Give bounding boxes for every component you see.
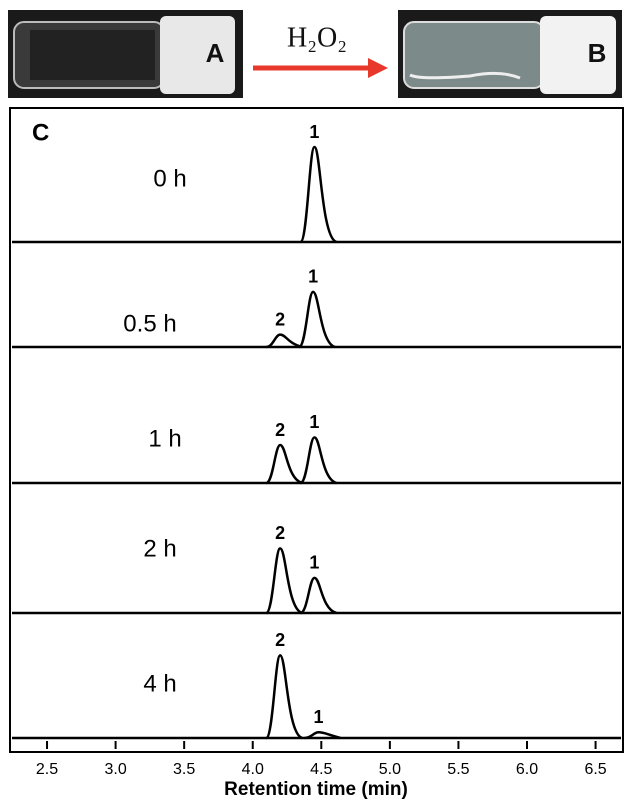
trace-label: 2 h (143, 535, 176, 562)
peak (265, 333, 303, 349)
x-tick-label: 6.0 (516, 761, 538, 778)
peak (264, 654, 303, 740)
x-tick-label: 5.5 (447, 761, 469, 778)
peak-label: 2 (275, 523, 285, 543)
vial-cap (540, 16, 616, 94)
x-tick-label: 2.5 (36, 761, 58, 778)
x-tick-label: 5.0 (379, 761, 401, 778)
peak (297, 290, 336, 349)
panel-label: C (32, 119, 49, 146)
peak-label: 1 (308, 267, 318, 287)
peak-label: 1 (309, 553, 319, 573)
peak-label: 2 (275, 630, 285, 650)
peak-label: 2 (275, 420, 285, 440)
vial-residue (409, 71, 521, 80)
arrow-head (368, 58, 388, 78)
peak-label: 1 (309, 122, 319, 142)
peak (265, 443, 303, 485)
panel-label: A (206, 38, 225, 68)
reagent-label: H₂O₂ (287, 22, 347, 53)
x-tick-label: 3.0 (104, 761, 126, 778)
peak-label: 2 (275, 309, 285, 329)
photo-a: A (8, 10, 243, 98)
x-axis-label: Retention time (min) (224, 779, 408, 800)
photo-b: B (398, 10, 622, 98)
vial-cap (160, 16, 235, 94)
trace-label: 1 h (148, 425, 181, 452)
peak (299, 576, 337, 615)
vial-content (30, 30, 155, 80)
x-tick-label: 3.5 (173, 761, 195, 778)
trace-label: 0 h (153, 165, 186, 192)
x-tick-label: 4.5 (310, 761, 332, 778)
peak (299, 145, 338, 244)
x-tick-label: 6.5 (584, 761, 606, 778)
trace-label: 0.5 h (123, 310, 176, 337)
peak-label: 1 (314, 707, 324, 727)
peak-label: 1 (309, 412, 319, 432)
peak (264, 547, 303, 615)
trace-label: 4 h (143, 670, 176, 697)
panel-label: B (588, 38, 607, 68)
x-tick-label: 4.0 (242, 761, 264, 778)
peak (304, 731, 341, 740)
peak (299, 436, 338, 485)
chart-frame (9, 107, 624, 753)
